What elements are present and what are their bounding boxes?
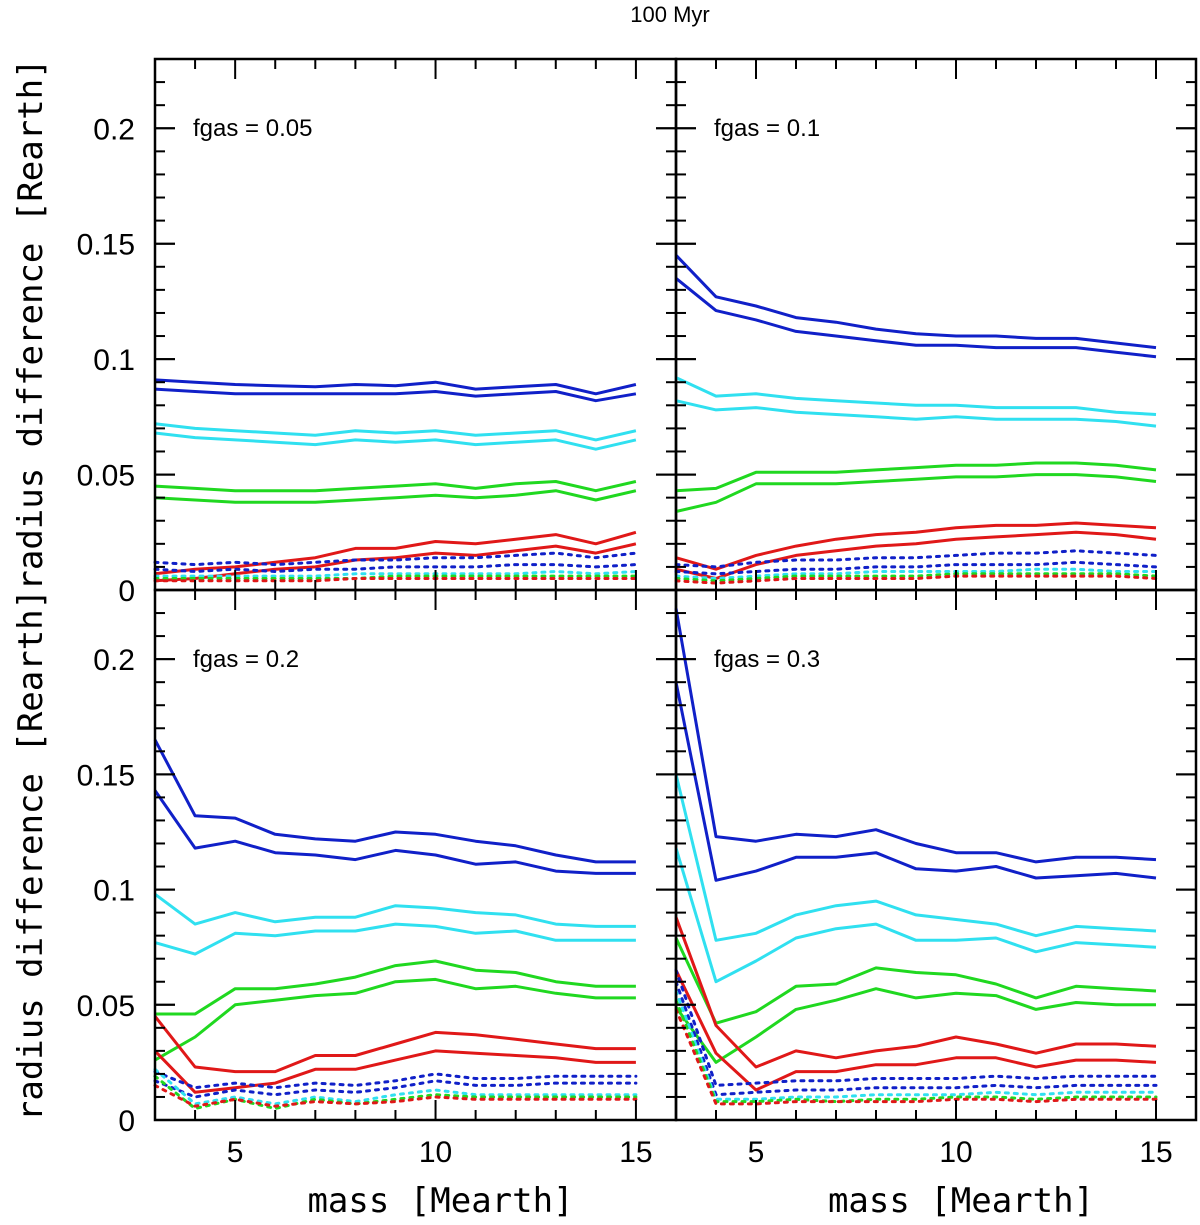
y-tick-label: 0.15 (77, 229, 135, 262)
y-tick-label: 0 (118, 575, 135, 608)
series-line-red-upper (153, 1015, 636, 1074)
series-line-blue-dot-1 (674, 968, 1158, 1087)
series-line-red-lower (674, 969, 1157, 1092)
panel-label: fgas = 0.1 (714, 115, 820, 142)
series-line-cyan-dot (153, 1067, 638, 1106)
series-line-blue-lower (154, 387, 637, 403)
series-line-cyan-lower (154, 431, 637, 451)
y-tick-label: 0.05 (77, 460, 135, 493)
x-tick-label: 15 (1139, 1136, 1172, 1169)
x-tick-label: 10 (939, 1136, 972, 1169)
series-line-red-lower (675, 530, 1157, 580)
panel-3: fgas = 0.2 0 0.05 0.1 0.15 0.2 5 10 15 mass [Mear… (11, 588, 678, 1221)
series-line-cyan-upper (154, 422, 637, 442)
panel-1: fgas = 0.05 0 0.05 0.1 0.15 0.2 radius differe… (11, 57, 678, 608)
series-line-green-dot (153, 1074, 638, 1110)
panel-label: fgas = 0.2 (193, 646, 299, 673)
panel-frame (674, 588, 1198, 1122)
series-line-blue-lower (675, 277, 1157, 359)
series-line-red-lower (153, 1049, 636, 1094)
panel-2: fgas = 0.1 (674, 57, 1198, 592)
series-line-cyan-lower (674, 847, 1157, 984)
series-line-red-upper (675, 521, 1157, 571)
panel-label: fgas = 0.3 (714, 646, 820, 673)
series-line-blue-upper (153, 739, 636, 864)
series-line-cyan-upper (675, 376, 1157, 416)
series-line-blue-dot-1 (674, 549, 1158, 569)
series-line-blue-upper (154, 378, 637, 396)
y-tick-label: 0.2 (93, 113, 135, 146)
series-line-green-lower (675, 473, 1157, 513)
series-line-red-upper (674, 916, 1157, 1069)
x-tick-label: 10 (419, 1136, 452, 1169)
panel-4: fgas = 0.3 5 10 15 mass [Mearth] (674, 588, 1198, 1221)
y-tick-label: 0.1 (93, 875, 135, 908)
series-line-green-lower (154, 977, 636, 1062)
series-line-blue-dot-1 (153, 551, 638, 567)
series-line-blue-dot-2 (153, 563, 638, 573)
series-line-green-upper (675, 461, 1157, 493)
series-line-blue-upper (674, 254, 1157, 350)
series-line-green-upper (674, 937, 1157, 1025)
y-tick-label: 0.1 (93, 344, 135, 377)
y-tick-label: 0.2 (93, 644, 135, 677)
y-tick-label: 0.05 (77, 990, 135, 1023)
x-tick-label: 5 (748, 1136, 765, 1169)
y-tick-label: 0 (118, 1105, 135, 1138)
series-line-cyan-upper (154, 892, 636, 928)
series-line-red-dot (153, 1083, 638, 1108)
series-line-cyan-upper (674, 773, 1157, 942)
x-axis-label: mass [Mearth] (307, 1181, 573, 1221)
series-line-green-lower (154, 489, 637, 504)
series-line-green-upper (154, 480, 637, 493)
series-line-blue-lower (674, 681, 1157, 882)
series-line-green-lower (674, 987, 1156, 1064)
figure-title: 100 Myr (630, 2, 709, 27)
series-line-red-upper (154, 530, 637, 576)
y-axis-label: radius difference [Rearth] (11, 58, 51, 590)
series-line-cyan-lower (675, 399, 1157, 428)
series-line-cyan-dot (674, 989, 1158, 1101)
series-line-blue-dot-2 (153, 1079, 638, 1099)
series-line-green-dot (674, 998, 1158, 1104)
series-line-blue-dot-1 (153, 1070, 638, 1090)
series-line-blue-upper (674, 608, 1157, 864)
series-line-green-upper (155, 959, 636, 1016)
series-line-cyan-lower (154, 922, 636, 956)
y-tick-label: 0.15 (77, 759, 135, 792)
panel-label: fgas = 0.05 (193, 115, 312, 142)
series-line-blue-dot-2 (674, 980, 1158, 1097)
x-axis-label: mass [Mearth] (828, 1181, 1094, 1221)
x-tick-label: 5 (227, 1136, 244, 1169)
series-line-blue-lower (153, 789, 636, 875)
y-axis-label: radius difference [Rearth] (11, 589, 51, 1121)
x-tick-label: 15 (619, 1136, 652, 1169)
